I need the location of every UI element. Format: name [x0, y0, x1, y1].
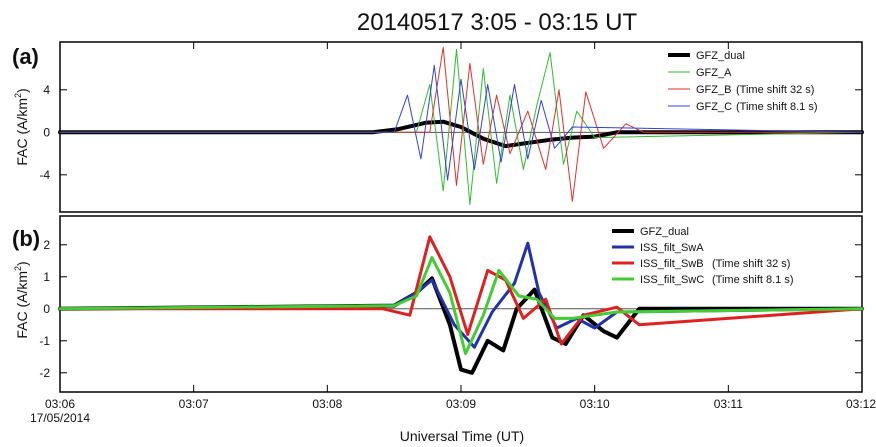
panel-b-ylabel: FAC (A/km2) [13, 261, 30, 338]
panel-a-series [58, 46, 864, 206]
legend-label: ISS_filt_SwB [640, 258, 704, 270]
y-tick-label: 4 [43, 83, 50, 97]
panel-b: (b) FAC (A/km2) -2 -1 0 1 2 GFZ_dual ISS_filt… [12, 42, 876, 411]
x-ticks: 03:06 03:07 03:08 03:09 03:10 03:11 03:12 [45, 42, 876, 411]
panel-a: (a) FAC (A/km2) -4 0 4 GFZ_dual GFZ_A GFZ_B (… [12, 41, 864, 213]
legend-label: GFZ_dual [640, 226, 689, 238]
y-tick-label: 2 [43, 238, 50, 252]
date-label: 17/05/2014 [30, 411, 90, 425]
series-line-gfz-dual [58, 276, 864, 375]
legend-label: GFZ_A [696, 67, 732, 79]
series-line-iss-filt-swa [58, 241, 864, 349]
x-tick-label: 03:09 [446, 397, 476, 411]
legend-note: (Time shift 8.1 s) [712, 274, 794, 286]
y-tick-label: 0 [43, 302, 50, 316]
legend-label: GFZ_B [696, 84, 731, 96]
legend-note: (Time shift 32 s) [736, 84, 814, 96]
panel-b-label: (b) [12, 226, 40, 251]
legend-note: (Time shift 8.1 s) [736, 101, 818, 113]
legend-label: ISS_filt_SwC [640, 274, 704, 286]
x-axis-label: Universal Time (UT) [400, 428, 524, 444]
series-line-gfz-c [59, 64, 863, 181]
series-line-iss-filt-swc [58, 256, 864, 356]
y-tick-label: -2 [39, 366, 50, 380]
legend-label: GFZ_C [696, 101, 732, 113]
panel-a-legend: GFZ_dual GFZ_A GFZ_B (Time shift 32 s) GFZ_C… [668, 50, 818, 113]
x-tick-label: 03:08 [312, 397, 342, 411]
panel-b-legend: GFZ_dual ISS_filt_SwA ISS_filt_SwB (Time sh… [612, 226, 794, 286]
panel-b-series [58, 235, 864, 375]
legend-label: GFZ_dual [696, 50, 745, 62]
x-tick-label: 03:07 [179, 397, 209, 411]
legend-note: (Time shift 32 s) [712, 258, 790, 270]
figure-title: 20140517 3:05 - 03:15 UT [357, 9, 638, 36]
y-tick-label: -4 [39, 168, 50, 182]
x-tick-label: 03:12 [846, 397, 876, 411]
y-tick-label: 0 [43, 125, 50, 139]
y-tick-label: 1 [43, 270, 50, 284]
x-tick-label: 03:10 [580, 397, 610, 411]
y-tick-label: -1 [39, 334, 50, 348]
series-line-gfz-a [59, 48, 863, 206]
x-tick-label: 03:11 [714, 397, 743, 411]
legend-label: ISS_filt_SwA [640, 242, 704, 254]
panel-a-ylabel: FAC (A/km2) [13, 88, 30, 165]
x-tick-label: 03:06 [45, 397, 75, 411]
panel-a-label: (a) [12, 44, 39, 69]
series-line-gfz-b [59, 46, 863, 202]
series-line-iss-filt-swb [58, 235, 864, 346]
series-line-gfz-dual [58, 119, 864, 149]
